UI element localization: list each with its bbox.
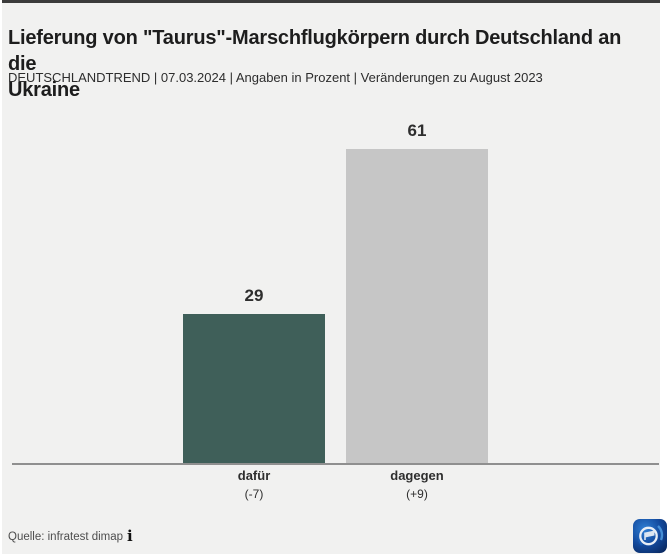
bar-group-dafuer: 29 <box>183 286 325 463</box>
category-delta-dafuer: (-7) <box>244 487 264 501</box>
chart-title: Lieferung von "Taurus"-Marschflugkörpern… <box>8 25 653 103</box>
top-border <box>2 0 660 3</box>
tagesschau-logo-icon[interactable] <box>633 519 667 553</box>
bar-dafuer <box>183 314 325 463</box>
source-label: Quelle: infratest dimap <box>8 531 124 543</box>
category-name-dagegen: dagegen <box>390 468 444 483</box>
chart-baseline <box>12 463 659 465</box>
category-name-dafuer: dafür <box>237 468 271 483</box>
chart-title-line-2: Ukraine <box>8 79 80 102</box>
category-label-dagegen: dagegen (+9) <box>346 468 488 501</box>
bar-value-dagegen: 61 <box>407 121 427 140</box>
chart-title-line-1: Lieferung von "Taurus"-Marschflugkörpern… <box>8 27 622 76</box>
chart-subtitle: DEUTSCHLANDTREND | 07.03.2024 | Angaben … <box>8 70 543 85</box>
bar-value-dafuer: 29 <box>244 286 264 305</box>
category-label-dafuer: dafür (-7) <box>183 468 325 501</box>
category-delta-dagegen: (+9) <box>406 487 428 501</box>
info-icon[interactable]: i <box>127 527 133 545</box>
bar-dagegen <box>346 149 488 463</box>
bar-group-dagegen: 61 <box>346 121 488 463</box>
